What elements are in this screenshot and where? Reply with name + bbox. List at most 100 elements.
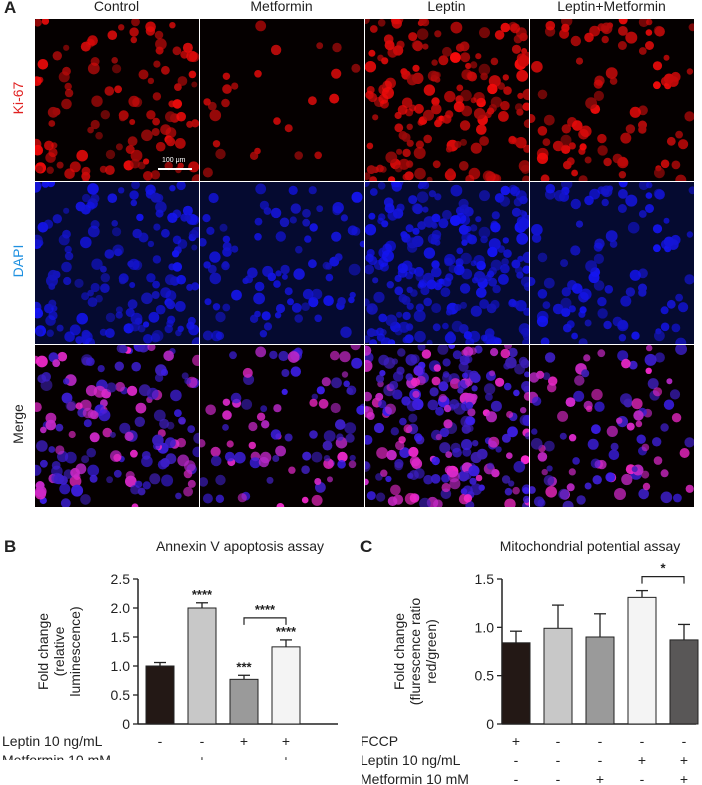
- cell-nucleus: [80, 41, 91, 52]
- cell-nucleus: [258, 456, 270, 468]
- cell-nucleus: [386, 281, 394, 289]
- cell-nucleus: [90, 119, 100, 130]
- cell-nucleus: [593, 253, 604, 264]
- cell-nucleus: [675, 293, 683, 302]
- cell-nucleus: [415, 303, 424, 312]
- cell-nucleus: [511, 44, 522, 54]
- cell-nucleus: [459, 41, 470, 52]
- bar: [543, 627, 573, 725]
- cell-nucleus: [382, 250, 394, 262]
- cell-nucleus: [311, 494, 323, 506]
- cell-nucleus: [561, 287, 571, 297]
- cell-nucleus: [127, 260, 135, 268]
- cell-nucleus: [616, 417, 623, 424]
- cell-nucleus: [332, 202, 344, 214]
- cell-nucleus: [504, 487, 513, 496]
- cell-nucleus: [311, 451, 323, 463]
- condition-sign: +: [512, 733, 520, 749]
- cell-nucleus: [365, 391, 372, 402]
- cell-nucleus: [45, 419, 57, 431]
- cell-nucleus: [385, 403, 396, 415]
- cell-nucleus: [571, 169, 578, 177]
- condition-sign: +: [282, 752, 290, 760]
- cell-nucleus: [281, 388, 288, 395]
- cell-nucleus: [660, 159, 670, 169]
- cell-nucleus: [467, 234, 478, 245]
- cell-nucleus: [248, 421, 258, 432]
- cell-nucleus: [465, 62, 472, 70]
- cell-nucleus: [365, 406, 374, 418]
- cell-nucleus: [580, 125, 592, 138]
- cell-nucleus: [558, 488, 570, 500]
- cell-nucleus: [399, 417, 407, 426]
- cell-nucleus: [48, 310, 58, 321]
- cell-nucleus: [561, 124, 571, 134]
- cell-nucleus: [583, 354, 591, 362]
- cell-nucleus: [647, 378, 659, 390]
- cell-nucleus: [222, 424, 229, 431]
- cell-nucleus: [46, 166, 54, 174]
- cell-nucleus: [385, 77, 396, 89]
- cell-nucleus: [593, 79, 603, 89]
- cell-nucleus: [114, 361, 125, 371]
- cell-nucleus: [470, 97, 477, 104]
- cell-nucleus: [351, 191, 363, 203]
- cell-nucleus: [597, 296, 607, 307]
- cell-nucleus: [373, 291, 385, 303]
- cell-nucleus: [308, 186, 317, 195]
- cell-nucleus: [89, 432, 100, 443]
- cell-nucleus: [587, 438, 599, 450]
- cell-nucleus: [458, 224, 469, 235]
- cell-nucleus: [279, 217, 290, 228]
- cell-nucleus: [284, 433, 293, 442]
- cell-nucleus: [631, 331, 640, 340]
- cell-nucleus: [81, 292, 90, 301]
- cell-nucleus: [431, 103, 442, 115]
- cell-nucleus: [575, 220, 584, 228]
- cell-nucleus: [40, 426, 47, 434]
- cell-nucleus: [309, 223, 318, 232]
- cell-nucleus: [270, 207, 282, 219]
- cell-nucleus: [503, 86, 512, 95]
- significance-label: ****: [192, 587, 213, 602]
- cell-nucleus: [638, 125, 647, 134]
- cell-nucleus: [591, 424, 601, 435]
- micrograph-ki67-control: [35, 19, 199, 181]
- cell-nucleus: [614, 488, 626, 500]
- cell-nucleus: [191, 226, 199, 238]
- cell-nucleus: [169, 22, 176, 29]
- cell-nucleus: [394, 327, 403, 336]
- cell-nucleus: [248, 441, 256, 450]
- cell-nucleus: [87, 464, 100, 477]
- column-header-metformin: Metformin: [250, 0, 313, 14]
- cell-nucleus: [487, 462, 494, 470]
- cell-nucleus: [57, 351, 68, 362]
- cell-nucleus: [412, 40, 423, 52]
- cell-nucleus: [62, 229, 71, 239]
- cell-nucleus: [288, 185, 298, 195]
- cell-nucleus: [401, 295, 411, 305]
- cell-nucleus: [438, 55, 449, 66]
- cell-nucleus: [176, 111, 186, 122]
- cell-nucleus: [437, 345, 449, 355]
- cell-nucleus: [35, 402, 42, 412]
- cell-nucleus: [461, 105, 473, 117]
- cell-nucleus: [64, 331, 75, 342]
- cell-nucleus: [143, 171, 153, 181]
- cell-nucleus: [346, 387, 354, 395]
- cell-nucleus: [348, 460, 357, 469]
- cell-nucleus: [485, 393, 493, 401]
- cell-nucleus: [41, 372, 51, 382]
- cell-nucleus: [231, 289, 242, 301]
- cell-nucleus: [575, 57, 584, 65]
- cell-nucleus: [454, 141, 462, 148]
- cell-nucleus: [475, 216, 482, 223]
- cell-nucleus: [129, 119, 136, 125]
- cell-nucleus: [394, 164, 403, 173]
- cell-nucleus: [161, 65, 170, 75]
- cell-nucleus: [441, 482, 451, 493]
- cell-nucleus: [405, 224, 414, 233]
- cell-nucleus: [416, 191, 429, 203]
- cell-nucleus: [147, 345, 156, 352]
- cell-nucleus: [115, 306, 123, 314]
